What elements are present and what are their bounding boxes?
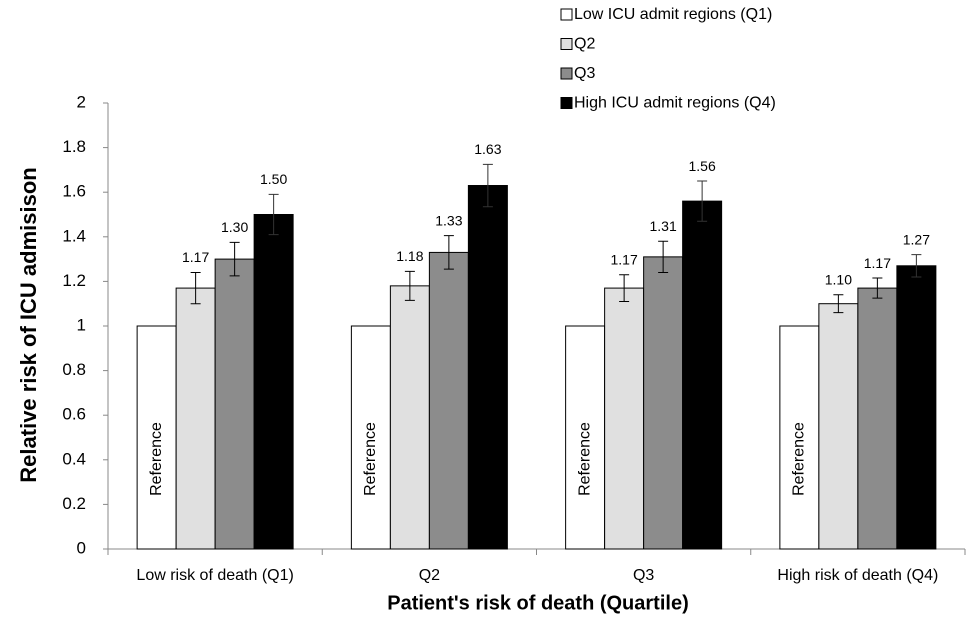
bar <box>467 185 508 550</box>
bar <box>350 325 391 550</box>
value-label: 1.56 <box>689 158 716 174</box>
y-tick-label: 0.6 <box>62 405 86 424</box>
error-bar <box>911 254 922 278</box>
value-label: 1.27 <box>903 231 930 247</box>
legend-label: Q2 <box>574 36 595 53</box>
bar <box>779 325 820 550</box>
x-tick-label: Q2 <box>419 567 440 584</box>
value-label: 1.63 <box>474 141 501 157</box>
bar <box>253 214 294 550</box>
y-tick-label: 1.6 <box>62 182 86 201</box>
y-tick-label: 0.8 <box>62 360 86 379</box>
error-bar <box>658 240 669 273</box>
legend-label: Q3 <box>574 65 595 82</box>
value-label: 1.18 <box>396 248 423 264</box>
value-label: Reference <box>362 422 379 496</box>
value-label: 1.30 <box>221 219 248 235</box>
error-bar <box>443 235 454 270</box>
bar <box>136 325 177 550</box>
y-tick-label: 1.8 <box>62 137 86 156</box>
error-bar <box>872 277 883 299</box>
bar <box>818 303 859 550</box>
y-tick-label: 1.2 <box>62 271 86 290</box>
bar <box>565 325 606 550</box>
y-axis-title: Relative risk of ICU admisison <box>16 167 41 482</box>
y-tick-label: 0.4 <box>62 449 86 468</box>
y-tick-label: 1 <box>77 315 86 334</box>
bar <box>389 285 430 550</box>
bar <box>643 256 684 550</box>
legend-label: High ICU admit regions (Q4) <box>574 95 776 112</box>
error-bar <box>619 274 630 302</box>
bar <box>428 251 469 550</box>
value-label: 1.33 <box>435 212 462 228</box>
value-label: 1.10 <box>825 271 852 287</box>
x-axis-title: Patient's risk of death (Quartile) <box>387 592 688 614</box>
error-bar <box>190 271 201 305</box>
bar <box>214 258 255 550</box>
legend-swatch <box>560 67 573 80</box>
error-bar <box>482 163 493 208</box>
x-tick-label: Low risk of death (Q1) <box>136 567 293 584</box>
bar <box>604 287 645 550</box>
bar <box>682 200 723 550</box>
error-bar <box>697 180 708 222</box>
value-label: 1.17 <box>611 251 638 267</box>
value-label: 1.17 <box>864 255 891 271</box>
error-bar <box>268 193 279 236</box>
bar <box>175 287 216 550</box>
y-tick-label: 2 <box>77 92 86 111</box>
bar <box>857 287 898 550</box>
y-tick-label: 0 <box>77 538 86 557</box>
error-bar <box>833 294 844 314</box>
value-label: Reference <box>576 422 593 496</box>
value-label: Reference <box>148 422 165 496</box>
legend-swatch <box>560 8 573 21</box>
x-tick-label: High risk of death (Q4) <box>777 567 938 584</box>
y-tick-label: 0.2 <box>62 494 86 513</box>
legend-label: Low ICU admit regions (Q1) <box>574 6 772 23</box>
error-bar <box>404 270 415 301</box>
bar <box>896 265 937 550</box>
value-label: 1.31 <box>650 218 677 234</box>
x-tick-label: Q3 <box>633 567 654 584</box>
value-label: 1.17 <box>182 249 209 265</box>
value-label: 1.50 <box>260 171 287 187</box>
error-bar <box>229 241 240 277</box>
legend-swatch <box>560 97 573 109</box>
value-label: Reference <box>791 422 808 496</box>
y-tick-label: 1.4 <box>62 226 86 245</box>
legend-swatch <box>560 38 573 50</box>
